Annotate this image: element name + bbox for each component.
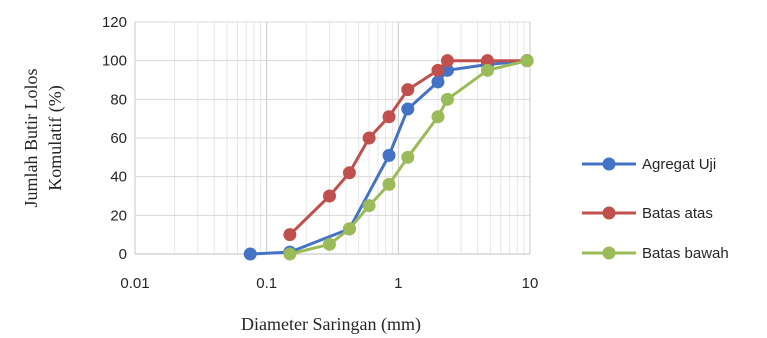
- data-point-batas-atas: [431, 63, 445, 77]
- data-point-agregat-uji: [243, 247, 257, 261]
- x-axis-label: Diameter Saringan (mm): [241, 314, 421, 335]
- legend-item-batas-atas: Batas atas: [582, 205, 713, 222]
- data-point-batas-atas: [401, 83, 415, 97]
- x-tick-labels: 0.01 0.1 1 10: [120, 275, 538, 292]
- x-tick-label: 0.01: [120, 275, 149, 292]
- y-tick-label: 100: [102, 53, 127, 70]
- x-tick-label: 10: [522, 275, 539, 292]
- data-point-batas-bawah: [382, 177, 396, 191]
- y-tick-label: 20: [110, 207, 127, 224]
- data-point-batas-atas: [480, 54, 494, 68]
- y-axis-label-line-1: Jumlah Butir Lolos: [21, 69, 41, 208]
- data-point-batas-atas: [382, 110, 396, 124]
- y-tick-label: 80: [110, 91, 127, 108]
- data-point-batas-atas: [322, 189, 336, 203]
- x-tick-label: 1: [394, 275, 402, 292]
- legend: Agregat Uji Batas atas Batas bawah: [582, 156, 729, 262]
- series-line-batas-bawah: [289, 59, 528, 256]
- data-point-agregat-uji: [401, 102, 415, 116]
- y-tick-label: 120: [102, 14, 127, 31]
- data-point-batas-bawah: [480, 63, 494, 77]
- data-point-batas-bawah: [322, 237, 336, 251]
- series-line-batas-atas: [288, 59, 528, 236]
- data-point-batas-bawah: [440, 92, 454, 106]
- y-axis-label-line-2: Komulatif (%): [45, 85, 66, 190]
- legend-label-batas-atas: Batas atas: [642, 205, 713, 222]
- legend-marker-batas-bawah: [602, 246, 616, 260]
- series-batas-bawah: [283, 54, 534, 261]
- data-point-batas-bawah: [431, 110, 445, 124]
- data-point-agregat-uji: [382, 148, 396, 162]
- legend-label-agregat-uji: Agregat Uji: [642, 156, 716, 173]
- y-tick-label: 0: [119, 246, 127, 263]
- data-point-batas-atas: [342, 166, 356, 180]
- y-tick-label: 40: [110, 169, 127, 186]
- data-point-batas-atas: [362, 131, 376, 145]
- grid: [134, 21, 531, 254]
- data-point-batas-bawah: [362, 199, 376, 213]
- series-group: [243, 54, 534, 261]
- x-tick-label: 0.1: [256, 275, 277, 292]
- legend-item-batas-bawah: Batas bawah: [582, 245, 729, 262]
- legend-marker-agregat-uji: [602, 157, 616, 171]
- y-tick-labels: 0 20 40 60 80 100 120: [102, 14, 127, 263]
- legend-marker-batas-atas: [602, 206, 616, 220]
- legend-item-agregat-uji: Agregat Uji: [582, 156, 716, 173]
- data-point-batas-bawah: [401, 150, 415, 164]
- data-point-batas-atas: [283, 228, 297, 242]
- series-batas-atas: [283, 54, 534, 242]
- legend-label-batas-bawah: Batas bawah: [642, 245, 729, 262]
- y-tick-label: 60: [110, 130, 127, 147]
- data-point-batas-atas: [440, 54, 454, 68]
- data-point-agregat-uji: [440, 63, 454, 77]
- data-point-batas-bawah: [520, 54, 534, 68]
- data-point-batas-bawah: [342, 222, 356, 236]
- data-point-batas-bawah: [283, 247, 297, 261]
- data-point-agregat-uji: [431, 75, 445, 89]
